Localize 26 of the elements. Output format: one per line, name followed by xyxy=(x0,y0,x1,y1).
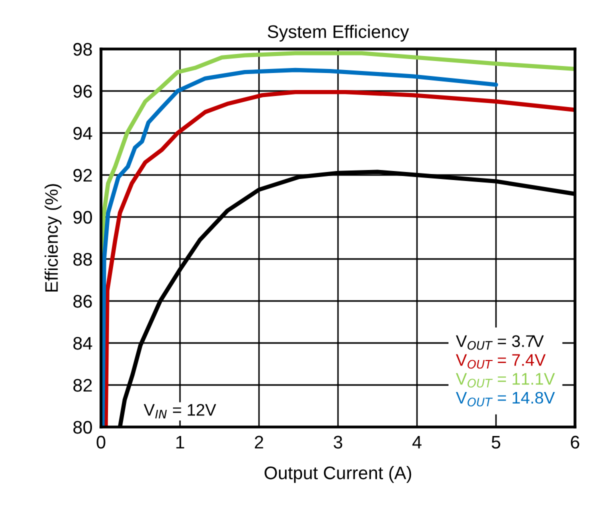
y-tick-label: 80 xyxy=(73,420,92,434)
x-tick-label: 0 xyxy=(96,436,106,449)
text: V$_{OUT}$ = 3.7V xyxy=(456,335,544,350)
y-tick-label: 90 xyxy=(73,210,92,224)
x-tick-label: 1 xyxy=(176,436,184,448)
y-tick-label: 86 xyxy=(73,294,92,308)
annotation: V$_{IN}$ = 12V xyxy=(144,404,216,418)
y-tick-label: 94 xyxy=(73,126,92,140)
y-tick-label: 98 xyxy=(73,42,92,56)
x-tick-label: 5 xyxy=(492,436,500,449)
text: V$_{OUT}$ = 7.4V xyxy=(456,354,546,369)
x-tick-label: 6 xyxy=(570,436,580,449)
line-series xyxy=(101,68,498,427)
x-axis-title: Output Current (A) xyxy=(264,466,412,483)
y-tick-label: 84 xyxy=(73,336,92,350)
y-axis-title: Efficiency (%) xyxy=(44,184,62,292)
y-tick-label: 88 xyxy=(73,252,92,266)
text: V$_{OUT}$ = 14.8V xyxy=(456,392,555,406)
x-tick-label: 4 xyxy=(412,436,422,448)
y-tick-label: 92 xyxy=(73,168,92,182)
y-tick-label: 96 xyxy=(73,84,92,98)
x-tick-label: 3 xyxy=(334,436,342,449)
text: V$_{OUT}$ = 11.1V xyxy=(456,373,555,388)
y-tick-label: 82 xyxy=(73,378,92,392)
chart-title: System Efficiency xyxy=(268,24,410,42)
x-tick-label: 2 xyxy=(254,436,264,448)
